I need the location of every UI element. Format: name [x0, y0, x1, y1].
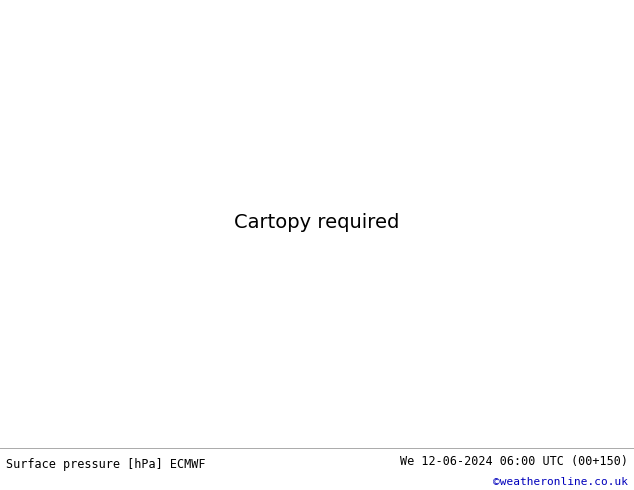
Text: Surface pressure [hPa] ECMWF: Surface pressure [hPa] ECMWF [6, 458, 206, 471]
Text: We 12-06-2024 06:00 UTC (00+150): We 12-06-2024 06:00 UTC (00+150) [399, 455, 628, 468]
Text: Cartopy required: Cartopy required [235, 214, 399, 232]
Text: ©weatheronline.co.uk: ©weatheronline.co.uk [493, 477, 628, 487]
